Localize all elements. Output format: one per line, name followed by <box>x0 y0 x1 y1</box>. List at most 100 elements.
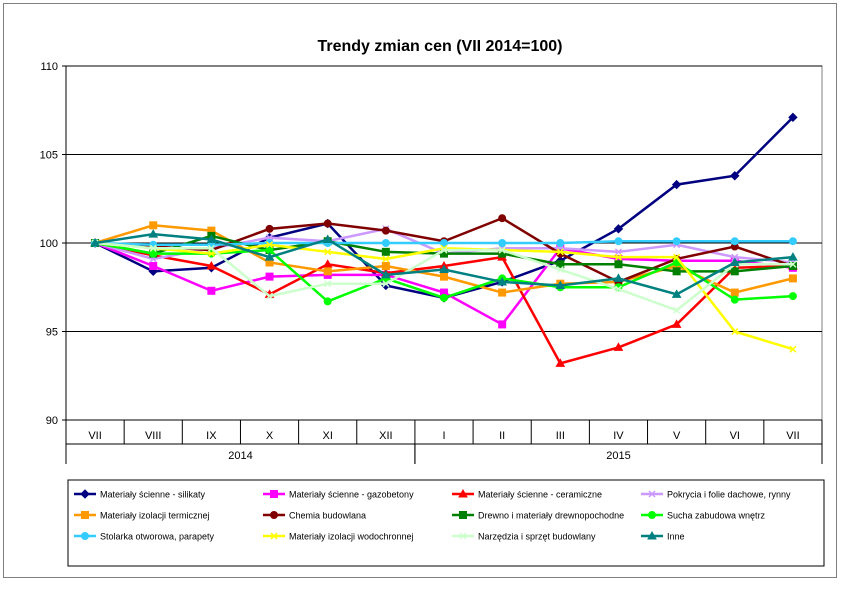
data-point <box>381 262 390 271</box>
data-point <box>613 273 624 282</box>
data-point <box>207 286 216 295</box>
x-tick-label: XII <box>379 430 392 442</box>
y-tick-label: 105 <box>40 150 58 162</box>
x-tick-label: IX <box>206 430 217 442</box>
legend-label: Materiały ścienne - ceramiczne <box>478 490 602 500</box>
x-tick-label: XI <box>322 430 332 442</box>
y-tick-label: 110 <box>40 61 58 73</box>
data-point <box>672 267 681 276</box>
legend-swatch-marker <box>648 511 656 519</box>
data-point <box>323 219 332 228</box>
data-point <box>498 239 507 247</box>
data-point <box>730 171 740 181</box>
legend: Materiały ścienne - silikaty Materiały śc… <box>67 479 825 567</box>
legend-box <box>67 479 825 567</box>
data-point <box>555 280 566 289</box>
legend-swatch-marker <box>81 511 89 519</box>
data-point <box>380 269 391 279</box>
x-group-label: 2015 <box>606 450 630 462</box>
data-point <box>788 274 797 283</box>
legend-swatch-marker <box>459 532 467 540</box>
data-point <box>322 234 333 243</box>
data-point <box>671 179 682 190</box>
data-point <box>149 262 158 271</box>
x-tick-label: VI <box>730 430 740 442</box>
data-point <box>556 266 564 274</box>
legend-swatch-marker <box>648 490 656 498</box>
data-point <box>498 320 507 329</box>
data-point <box>440 293 448 302</box>
data-point <box>498 288 507 297</box>
data-point <box>730 267 739 276</box>
data-point <box>789 345 797 353</box>
data-point <box>613 224 624 234</box>
data-point <box>556 260 565 269</box>
x-tick-label: VII <box>786 430 799 442</box>
x-tick-label: VII <box>88 430 101 442</box>
data-point <box>382 280 390 288</box>
data-point <box>555 358 566 367</box>
data-point <box>381 239 390 247</box>
legend-swatch-marker <box>270 511 278 519</box>
legend-label: Chemia budowlana <box>289 511 366 521</box>
y-tick-label: 100 <box>40 238 58 250</box>
data-point <box>614 237 623 246</box>
data-point <box>207 250 215 258</box>
legend-label: Narzędzia i sprzęt budowlany <box>478 532 596 542</box>
data-point <box>729 257 740 266</box>
y-tick-label: 90 <box>46 415 58 427</box>
data-point <box>614 260 623 269</box>
legend-label: Materiały izolacji wodochronnej <box>289 532 414 542</box>
data-point <box>206 234 217 243</box>
data-point <box>556 239 565 247</box>
data-point <box>207 244 215 252</box>
data-point <box>673 306 681 314</box>
x-tick-label: I <box>442 430 445 442</box>
data-point <box>673 253 681 261</box>
legend-label: Materiały ścienne - silikaty <box>100 490 206 500</box>
data-point <box>788 237 797 246</box>
legend-swatch-marker <box>459 511 467 519</box>
data-point <box>322 259 333 268</box>
x-tick-label: IV <box>613 430 624 442</box>
data-point <box>323 297 332 306</box>
data-point <box>440 272 448 281</box>
data-point <box>788 262 797 271</box>
data-point <box>440 239 448 247</box>
data-point <box>614 248 622 256</box>
legend-swatch-marker <box>81 532 89 540</box>
data-point <box>149 221 158 230</box>
data-point <box>148 229 159 238</box>
data-point <box>730 295 739 304</box>
data-point <box>382 255 390 263</box>
data-point <box>788 252 798 261</box>
legend-swatch-marker <box>270 532 278 540</box>
data-point <box>323 267 332 276</box>
data-point <box>730 237 739 246</box>
legend-swatch-marker <box>270 490 278 498</box>
data-point <box>498 214 507 223</box>
data-point <box>381 226 390 235</box>
data-point <box>730 288 739 297</box>
legend-swatch-marker <box>458 488 468 498</box>
x-group-label: 2014 <box>228 450 252 462</box>
chart-title: Trendy zmian cen (VII 2014=100) <box>317 38 562 55</box>
legend-swatch-marker <box>80 489 90 499</box>
data-point <box>614 285 622 293</box>
data-point <box>206 261 217 270</box>
data-point <box>672 237 681 246</box>
legend-label: Inne <box>667 532 685 542</box>
x-tick-label: V <box>673 430 681 442</box>
x-tick-label: II <box>499 430 505 442</box>
x-tick-label: III <box>556 430 565 442</box>
data-point <box>497 276 508 286</box>
data-point <box>613 342 624 351</box>
data-point <box>789 260 797 268</box>
legend-label: Materiały izolacji termicznej <box>100 511 210 521</box>
x-tick-label: X <box>266 430 274 442</box>
legend-swatch-marker <box>647 530 657 540</box>
data-point <box>671 319 682 328</box>
data-point <box>614 253 622 261</box>
